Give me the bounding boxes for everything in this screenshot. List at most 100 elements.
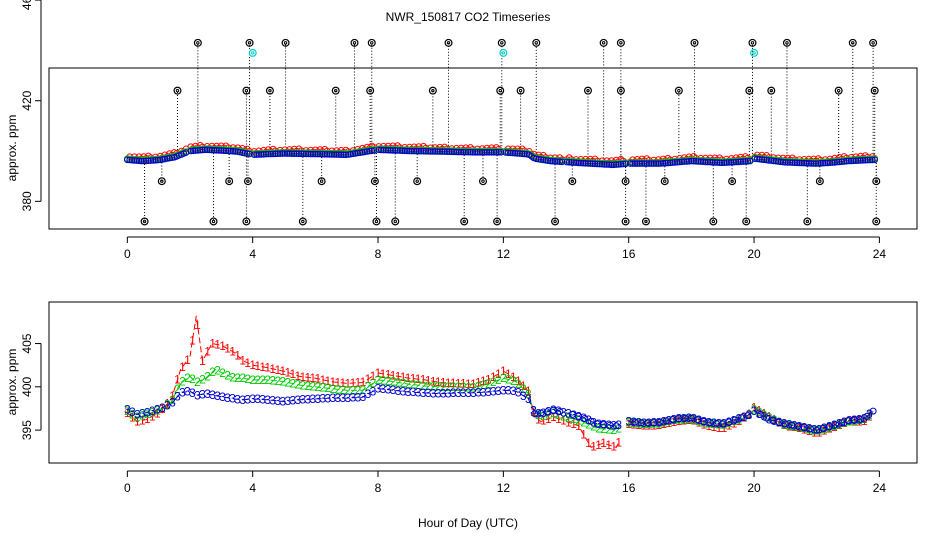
series-3-glyph: 3 xyxy=(149,404,156,418)
high-flag-marker-core xyxy=(677,88,681,93)
low-flag-marker-core xyxy=(481,179,485,183)
series-2-glyph: 2 xyxy=(174,382,181,396)
series-1-glyph: 1 xyxy=(500,364,507,378)
lower-line-plot: 1111111111111111111111111111111111111111… xyxy=(5,301,918,495)
series-3-point xyxy=(370,147,378,154)
upper-x-tick-label: 0 xyxy=(124,247,131,261)
series-3-glyph: 3 xyxy=(796,419,803,433)
series-1-glyph: 1 xyxy=(826,422,833,436)
series-3-point xyxy=(840,158,848,165)
series-1-glyph: 1 xyxy=(375,366,382,380)
series-1-line xyxy=(189,315,250,365)
series-3-glyph: 3 xyxy=(199,387,206,401)
series-3-glyph: 3 xyxy=(696,413,703,427)
series-2-glyph: 2 xyxy=(515,377,522,391)
series-1-glyph: 1 xyxy=(545,412,552,426)
series-2-glyph: 2 xyxy=(771,413,778,427)
series-3-point xyxy=(307,150,315,158)
series-1-glyph: 1 xyxy=(320,373,327,387)
series-2-glyph: 2 xyxy=(856,413,863,427)
series-3-point xyxy=(622,160,629,168)
series-1-glyph: 1 xyxy=(189,333,196,347)
series-3-point xyxy=(366,147,373,155)
high-flag-marker-core xyxy=(785,41,789,45)
series-3-point xyxy=(394,147,401,154)
series-3-point xyxy=(695,158,702,165)
series-3-point xyxy=(822,159,829,167)
series-1-glyph: 1 xyxy=(480,374,487,388)
high-flag-marker xyxy=(616,38,625,47)
series-2-glyph: 2 xyxy=(721,418,728,432)
series-1-glyph: 1 xyxy=(816,426,823,440)
series-1-glyph: 1 xyxy=(134,414,141,428)
series-3-point xyxy=(692,158,700,165)
series-2-line xyxy=(127,378,188,418)
series-3-point xyxy=(436,148,444,155)
series-1-glyph: 1 xyxy=(736,414,743,428)
series-3-point xyxy=(159,156,166,163)
series-3-glyph: 3 xyxy=(415,386,422,400)
series-3-glyph: 3 xyxy=(786,418,793,432)
series-3-point xyxy=(460,148,467,156)
low-flag-marker-core xyxy=(744,219,748,224)
series-3-point xyxy=(662,159,669,167)
series-2-glyph: 2 xyxy=(169,393,176,407)
series-3-point xyxy=(246,150,253,158)
series-3-glyph: 3 xyxy=(475,386,482,400)
series-3-point xyxy=(758,156,766,163)
series-1-glyph: 1 xyxy=(640,419,647,433)
series-3-point xyxy=(250,151,258,158)
series-3-point xyxy=(656,418,664,426)
series-3-point xyxy=(549,157,557,165)
series-3-point xyxy=(312,150,319,158)
series-3-point xyxy=(782,159,789,166)
series-2-glyph: 2 xyxy=(635,416,642,430)
series-3-point xyxy=(587,417,595,425)
series-3-glyph: 3 xyxy=(209,388,216,402)
series-3-point xyxy=(577,159,585,167)
series-2-glyph: 2 xyxy=(164,398,171,412)
series-1-glyph: 1 xyxy=(149,409,156,423)
series-3-point xyxy=(690,157,698,165)
series-3-point xyxy=(568,411,576,418)
series-3-point xyxy=(406,147,413,155)
series-3-glyph: 3 xyxy=(400,384,407,398)
series-3-point xyxy=(342,151,350,159)
series-3-glyph: 3 xyxy=(144,405,151,419)
low-flag-marker xyxy=(140,217,149,226)
series-3-point xyxy=(636,160,644,167)
series-1-glyph: 1 xyxy=(771,413,778,427)
series-2-glyph: 2 xyxy=(450,380,457,394)
series-3-point xyxy=(363,148,371,155)
series-2-glyph: 2 xyxy=(675,413,682,427)
series-2-glyph: 2 xyxy=(214,364,221,378)
upper-y-tick-label: 380 xyxy=(20,191,34,211)
low-flag-marker xyxy=(568,177,577,186)
series-3-point xyxy=(196,146,204,154)
series-3-point xyxy=(815,160,822,167)
series-3-point xyxy=(236,148,244,156)
series-3-point xyxy=(685,158,693,165)
series-3-point xyxy=(133,157,140,164)
series-3-glyph: 3 xyxy=(670,412,677,426)
series-3-point xyxy=(290,150,298,157)
series-3-glyph: 3 xyxy=(139,407,146,421)
high-flag-marker-core xyxy=(196,41,200,45)
upper-y-axis: 380 420 460 xyxy=(20,0,42,211)
high-flag-marker-core xyxy=(750,41,755,45)
series-3-glyph: 3 xyxy=(309,392,316,406)
series-3-point xyxy=(676,158,683,166)
series-3-glyph: 3 xyxy=(214,389,221,403)
series-2-glyph: 2 xyxy=(726,416,733,430)
series-2-glyph: 2 xyxy=(420,379,427,393)
low-flag-marker xyxy=(815,177,824,186)
series-1-glyph: 1 xyxy=(455,377,462,391)
series-3-point xyxy=(575,159,582,167)
series-3-point xyxy=(657,160,665,167)
series-3-point xyxy=(194,147,202,154)
series-1-glyph: 1 xyxy=(325,374,332,388)
high-flag-marker-core xyxy=(836,88,841,93)
series-3-point xyxy=(772,157,780,165)
series-3-line xyxy=(127,391,187,416)
series-2-glyph: 2 xyxy=(189,372,196,386)
